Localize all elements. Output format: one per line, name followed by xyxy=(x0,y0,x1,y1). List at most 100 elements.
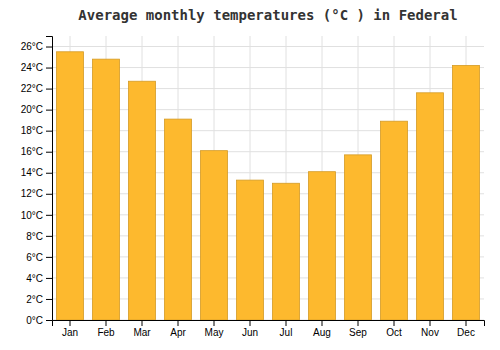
x-tick: Jan xyxy=(62,320,78,338)
y-tick-mark xyxy=(46,215,52,216)
x-tick-mark xyxy=(286,320,287,326)
y-tick-label: 26°C xyxy=(21,41,43,52)
x-tick-mark xyxy=(178,320,179,326)
y-tick: 4°C xyxy=(26,273,52,284)
x-tick: Dec xyxy=(457,320,475,338)
x-tick-label: Sep xyxy=(349,327,367,338)
x-tick-mark xyxy=(430,320,431,326)
x-tick-mark xyxy=(214,320,215,326)
y-axis: 0°C 2°C 4°C 6°C 8°C 10°C 12°C 14°C 16°C 18°C 20°C 2… xyxy=(21,37,53,326)
bar xyxy=(129,81,156,320)
x-tick-mark xyxy=(322,320,323,326)
bar xyxy=(417,93,444,320)
y-tick-label: 18°C xyxy=(21,125,43,136)
x-tick-mark xyxy=(466,320,467,326)
y-tick-mark xyxy=(46,89,52,90)
bar xyxy=(201,151,228,320)
y-tick-label: 14°C xyxy=(21,167,43,178)
y-tick-label: 12°C xyxy=(21,188,43,199)
x-tick-label: Apr xyxy=(170,327,186,338)
y-tick-mark xyxy=(46,152,52,153)
y-tick: 26°C xyxy=(21,41,52,52)
x-tick-label: Jan xyxy=(62,327,78,338)
bar xyxy=(237,180,264,320)
y-tick: 24°C xyxy=(21,62,52,73)
y-tick: 20°C xyxy=(21,104,52,115)
y-tick: 0°C xyxy=(26,315,52,326)
y-tick-label: 4°C xyxy=(26,273,43,284)
bar xyxy=(309,172,336,320)
y-tick: 12°C xyxy=(21,188,52,199)
grid xyxy=(52,36,484,320)
chart: Jan Feb Mar Apr May Jun Jul Aug Sep Oct Nov Dec 0°C 2… xyxy=(0,0,500,350)
y-tick-mark xyxy=(46,236,52,237)
y-tick-label: 22°C xyxy=(21,83,43,94)
x-tick-label: Dec xyxy=(457,327,475,338)
y-tick-label: 0°C xyxy=(26,315,43,326)
x-tick-label: Feb xyxy=(97,327,115,338)
y-tick-label: 8°C xyxy=(26,231,43,242)
x-tick-mark xyxy=(358,320,359,326)
y-tick-label: 10°C xyxy=(21,210,43,221)
y-tick: 18°C xyxy=(21,125,52,136)
y-tick: 8°C xyxy=(26,231,52,242)
x-tick-mark xyxy=(106,320,107,326)
bar xyxy=(345,155,372,320)
x-tick: Mar xyxy=(133,320,151,338)
x-tick: Jun xyxy=(242,320,258,338)
y-tick: 22°C xyxy=(21,83,52,94)
x-tick: May xyxy=(205,320,224,338)
y-tick-mark xyxy=(46,47,52,48)
grid-line xyxy=(52,46,484,47)
plot: Jan Feb Mar Apr May Jun Jul Aug Sep Oct Nov Dec 0°C 2… xyxy=(21,36,485,338)
y-tick: 14°C xyxy=(21,167,52,178)
y-tick-mark xyxy=(46,320,52,321)
y-tick-label: 20°C xyxy=(21,104,43,115)
bar xyxy=(57,52,84,320)
x-axis: Jan Feb Mar Apr May Jun Jul Aug Sep Oct Nov Dec xyxy=(53,320,485,338)
x-tick-label: Aug xyxy=(313,327,331,338)
x-tick-mark xyxy=(70,320,71,326)
y-tick: 6°C xyxy=(26,252,52,263)
y-tick-label: 2°C xyxy=(26,294,43,305)
x-tick-label: May xyxy=(205,327,224,338)
y-tick-label: 16°C xyxy=(21,146,43,157)
x-tick: Sep xyxy=(349,320,367,338)
title: Average monthly temperatures (°C ) in Fe… xyxy=(78,7,457,23)
x-tick-mark xyxy=(394,320,395,326)
y-tick: 2°C xyxy=(26,294,52,305)
x-tick: Feb xyxy=(97,320,115,338)
y-tick-mark xyxy=(46,131,52,132)
x-tick: Nov xyxy=(421,320,439,338)
y-tick-mark xyxy=(46,257,52,258)
y-tick-mark xyxy=(46,68,52,69)
bars xyxy=(57,52,480,320)
x-tick-label: Nov xyxy=(421,327,439,338)
x-tick: Aug xyxy=(313,320,331,338)
y-tick: 10°C xyxy=(21,210,52,221)
x-tick-label: Jun xyxy=(242,327,258,338)
y-tick: 16°C xyxy=(21,146,52,157)
bar xyxy=(381,121,408,320)
bar xyxy=(453,65,480,320)
y-tick-mark xyxy=(46,299,52,300)
bar xyxy=(273,183,300,320)
bar xyxy=(93,59,120,320)
y-tick-mark xyxy=(46,173,52,174)
x-tick-mark xyxy=(142,320,143,326)
y-tick-mark xyxy=(46,278,52,279)
y-tick-mark xyxy=(46,194,52,195)
x-tick-label: Mar xyxy=(133,327,151,338)
x-tick: Oct xyxy=(386,320,402,338)
x-axis-line xyxy=(53,321,485,327)
x-tick-label: Oct xyxy=(386,327,402,338)
x-tick: Jul xyxy=(280,320,293,338)
x-tick-label: Jul xyxy=(280,327,293,338)
y-tick-mark xyxy=(46,110,52,111)
bar xyxy=(165,119,192,320)
y-tick-label: 24°C xyxy=(21,62,43,73)
y-axis-line xyxy=(46,37,53,321)
y-tick-label: 6°C xyxy=(26,252,43,263)
x-tick: Apr xyxy=(170,320,186,338)
x-tick-mark xyxy=(250,320,251,326)
